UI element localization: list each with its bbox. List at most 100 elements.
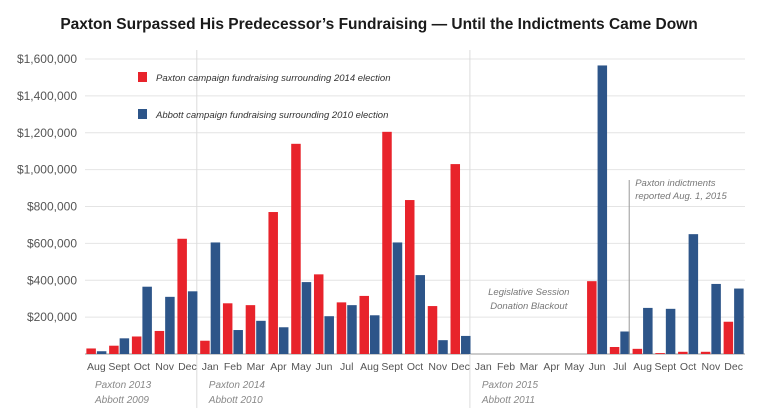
abbott-bar-sept-25 [665,308,676,354]
x-axis-ticks: Aug Sept Oct Nov Dec Jan Feb Mar Apr May Jun Jul Aug… [87,361,743,373]
abbott-bar-jun-22 [597,65,608,354]
x-tick-label: Jan [475,361,492,373]
paxton-bar-oct-26 [678,351,688,354]
abbott-bar-dec-4 [187,291,198,354]
abbott-bar-nov-27 [711,283,721,354]
x-tick-label: Jun [589,361,606,373]
paxton-bar-nov-27 [700,351,711,354]
annotation-blackout-line2: Donation Blackout [490,301,567,312]
paxton-bar-nov-3 [154,330,165,354]
x-tick-label: Sept [655,361,677,373]
paxton-bar-apr-8 [268,212,278,354]
abbott-bar-jun-10 [324,316,334,354]
x-tick-label: Nov [428,361,447,373]
abbott-bar-oct-26 [688,234,699,354]
abbott-bar-jan-5 [210,242,221,354]
paxton-bar-dec-16 [450,164,461,354]
period-label-top: Paxton 2013 [95,380,152,391]
x-tick-label: Sept [108,361,130,373]
paxton-bar-may-9 [291,143,301,354]
paxton-bar-oct-2 [131,336,142,354]
bars [86,65,744,354]
y-tick-label: $1,600,000 [17,52,77,66]
paxton-bar-jun-10 [313,274,324,354]
abbott-bar-nov-3 [165,296,175,354]
x-tick-label: Oct [680,361,696,373]
paxton-bar-dec-28 [723,321,734,354]
legend-swatch [138,109,147,119]
x-tick-label: Dec [724,361,743,373]
abbott-bar-may-9 [301,282,312,354]
period-label-top: Paxton 2014 [209,380,266,391]
abbott-bar-dec-28 [734,288,744,354]
abbott-bar-oct-14 [415,275,425,354]
period-label-bottom: Abbott 2011 [481,395,535,406]
period-labels: Paxton 2013 Abbott 2009 Paxton 2014 Abbott … [94,380,538,406]
abbott-bar-apr-8 [278,327,289,354]
paxton-bar-sept-1 [109,345,119,354]
x-tick-label: Aug [87,361,106,373]
paxton-bar-jan-5 [200,340,210,354]
legend-swatch [138,72,147,82]
abbott-bar-aug-24 [643,307,653,354]
y-tick-label: $200,000 [27,310,77,324]
legend: Paxton campaign fundraising surrounding … [138,72,391,121]
x-tick-label: Feb [497,361,515,373]
grid-lines [85,50,745,408]
abbott-bar-jul-23 [620,331,630,354]
y-tick-label: $1,200,000 [17,126,77,140]
paxton-bar-dec-4 [177,238,187,354]
x-tick-label: Apr [543,361,560,373]
y-tick-label: $1,400,000 [17,89,77,103]
annotation-indictments-line2: reported Aug. 1, 2015 [635,191,727,202]
paxton-bar-jun-22 [587,281,597,354]
legend-label: Paxton campaign fundraising surrounding … [156,73,391,84]
y-axis-ticks: $200,000 $400,000 $600,000 $800,000 $1,000,0… [17,52,77,324]
x-tick-label: Mar [520,361,539,373]
x-tick-label: May [291,361,312,373]
x-tick-label: Apr [270,361,287,373]
x-tick-label: Jul [340,361,353,373]
period-label-bottom: Abbott 2009 [94,395,149,406]
abbott-bar-sept-1 [119,338,130,354]
paxton-bar-sept-13 [382,131,392,354]
paxton-bar-nov-15 [427,306,438,354]
paxton-bar-feb-6 [222,303,233,354]
abbott-bar-sept-13 [392,242,403,354]
x-tick-label: Jan [202,361,219,373]
y-tick-label: $400,000 [27,273,77,287]
paxton-bar-jul-23 [609,346,620,354]
x-tick-label: Nov [702,361,721,373]
x-tick-label: Dec [178,361,197,373]
abbott-bar-jul-11 [347,305,357,354]
abbott-bar-oct-2 [142,286,152,354]
paxton-bar-aug-0 [86,348,96,354]
period-label-bottom: Abbott 2010 [208,395,263,406]
x-tick-label: Mar [247,361,266,373]
x-tick-label: Aug [360,361,379,373]
y-tick-label: $800,000 [27,200,77,214]
x-tick-label: Oct [407,361,423,373]
annotation-blackout-line1: Legislative Session [488,287,569,298]
abbott-bar-dec-16 [461,335,471,354]
abbott-bar-mar-7 [256,320,266,354]
annotation-indictments-line1: Paxton indictments [635,178,716,189]
x-tick-label: Nov [155,361,174,373]
abbott-bar-aug-12 [369,315,380,354]
x-tick-label: May [564,361,585,373]
x-tick-label: Dec [451,361,470,373]
legend-label: Abbott campaign fundraising surrounding … [155,110,388,121]
paxton-bar-oct-14 [405,200,415,354]
paxton-bar-jul-11 [336,302,347,354]
paxton-bar-aug-24 [632,348,643,354]
x-tick-label: Jun [315,361,332,373]
period-label-top: Paxton 2015 [482,380,539,391]
abbott-bar-feb-6 [233,330,243,354]
chart-title: Paxton Surpassed His Predecessor’s Fundr… [60,16,697,33]
x-tick-label: Jul [613,361,626,373]
abbott-bar-aug-0 [96,351,107,354]
paxton-bar-aug-12 [359,295,369,354]
x-tick-label: Sept [381,361,403,373]
x-tick-label: Oct [134,361,150,373]
